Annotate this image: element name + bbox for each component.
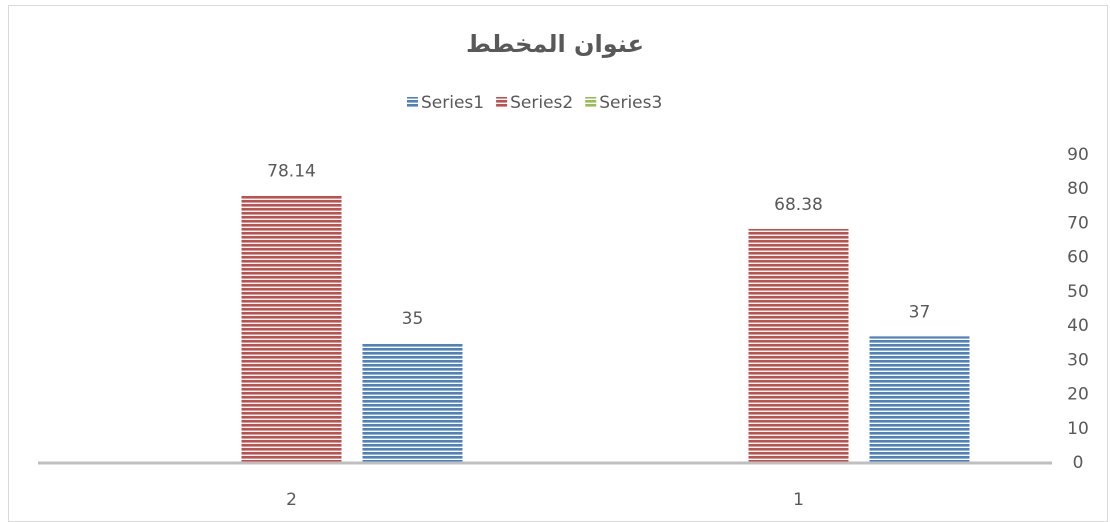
legend-label: Series1 [421, 93, 484, 113]
legend-swatch [407, 97, 418, 108]
data-label: 78.14 [267, 162, 316, 182]
bar [869, 336, 970, 463]
y-tick-label: 10 [1067, 419, 1089, 439]
y-tick-label: 60 [1067, 248, 1089, 268]
y-tick-label: 90 [1067, 145, 1089, 165]
y-tick-label: 70 [1067, 213, 1089, 233]
data-label: 35 [402, 309, 424, 329]
y-tick-label: 0 [1073, 453, 1084, 473]
data-label: 68.38 [774, 195, 823, 215]
y-tick-label: 20 [1067, 385, 1089, 405]
bar [748, 228, 849, 463]
chart-title: عنوان المخطط [466, 30, 644, 58]
y-tick-label: 80 [1067, 179, 1089, 199]
bar [362, 343, 463, 463]
legend-swatch [496, 97, 508, 108]
y-tick-label: 40 [1067, 316, 1089, 336]
data-label: 37 [909, 302, 931, 322]
y-tick-label: 30 [1067, 350, 1089, 370]
bar [241, 195, 342, 463]
y-tick-label: 50 [1067, 282, 1089, 302]
x-tick-label: 2 [286, 490, 297, 510]
legend-label: Series2 [510, 93, 573, 113]
legend-swatch [585, 97, 597, 108]
legend-label: Series3 [599, 93, 662, 113]
x-tick-label: 1 [793, 490, 804, 510]
